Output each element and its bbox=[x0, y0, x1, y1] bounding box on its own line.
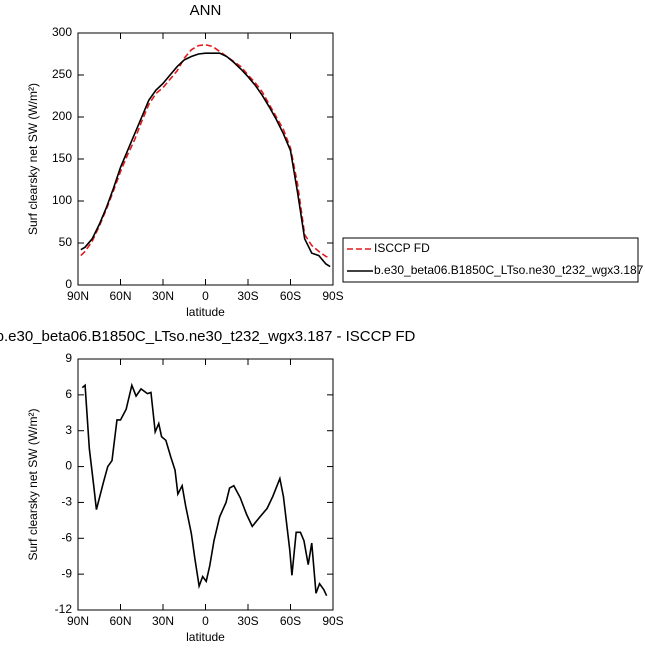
x-tick-label: 60S bbox=[280, 289, 301, 303]
plot-frame bbox=[77, 32, 334, 286]
y-tick-label: 200 bbox=[52, 109, 72, 123]
y-tick-label: 0 bbox=[65, 459, 72, 473]
y-axis-label: Surf clearsky net SW (W/m²) bbox=[26, 83, 40, 235]
data-line bbox=[80, 43, 331, 259]
x-axis-label: latitude bbox=[186, 305, 225, 319]
x-tick-label: 90S bbox=[322, 289, 343, 303]
x-tick-label: 90N bbox=[67, 614, 89, 628]
y-tick-label: -9 bbox=[61, 566, 72, 580]
x-tick-label: 0 bbox=[202, 614, 209, 628]
y-tick-label: 100 bbox=[52, 193, 72, 207]
y-tick-label: -6 bbox=[61, 530, 72, 544]
chart-title: b.e30_beta06.B1850C_LTso.ne30_t232_wgx3.… bbox=[0, 328, 416, 345]
y-tick-label: 0 bbox=[65, 277, 72, 291]
y-tick-label: 250 bbox=[52, 67, 72, 81]
plot-frame bbox=[77, 358, 334, 611]
y-tick-label: 9 bbox=[65, 351, 72, 365]
x-tick-label: 30S bbox=[237, 289, 258, 303]
x-tick-label: 30N bbox=[152, 289, 174, 303]
y-axis-label: Surf clearsky net SW (W/m²) bbox=[26, 408, 40, 560]
x-tick-label: 0 bbox=[202, 289, 209, 303]
y-tick-label: 150 bbox=[52, 151, 72, 165]
x-tick-label: 60N bbox=[109, 614, 131, 628]
x-tick-label: 30S bbox=[237, 614, 258, 628]
legend-label: b.e30_beta06.B1850C_LTso.ne30_t232_wgx3.… bbox=[374, 263, 644, 277]
y-tick-label: -12 bbox=[55, 602, 73, 616]
y-tick-label: 50 bbox=[59, 235, 73, 249]
y-tick-label: 6 bbox=[65, 387, 72, 401]
y-tick-label: -3 bbox=[61, 495, 72, 509]
x-tick-label: 60N bbox=[109, 289, 131, 303]
chart-title: ANN bbox=[190, 2, 222, 19]
x-tick-label: 30N bbox=[152, 614, 174, 628]
y-tick-label: 300 bbox=[52, 25, 72, 39]
y-tick-label: 3 bbox=[65, 423, 72, 437]
data-line bbox=[80, 52, 331, 268]
x-tick-label: 90S bbox=[322, 614, 343, 628]
legend-box bbox=[342, 237, 639, 283]
x-tick-label: 60S bbox=[280, 614, 301, 628]
x-axis-label: latitude bbox=[186, 630, 225, 644]
x-tick-label: 90N bbox=[67, 289, 89, 303]
legend-label: ISCCP FD bbox=[374, 241, 430, 255]
data-line bbox=[81, 382, 328, 596]
